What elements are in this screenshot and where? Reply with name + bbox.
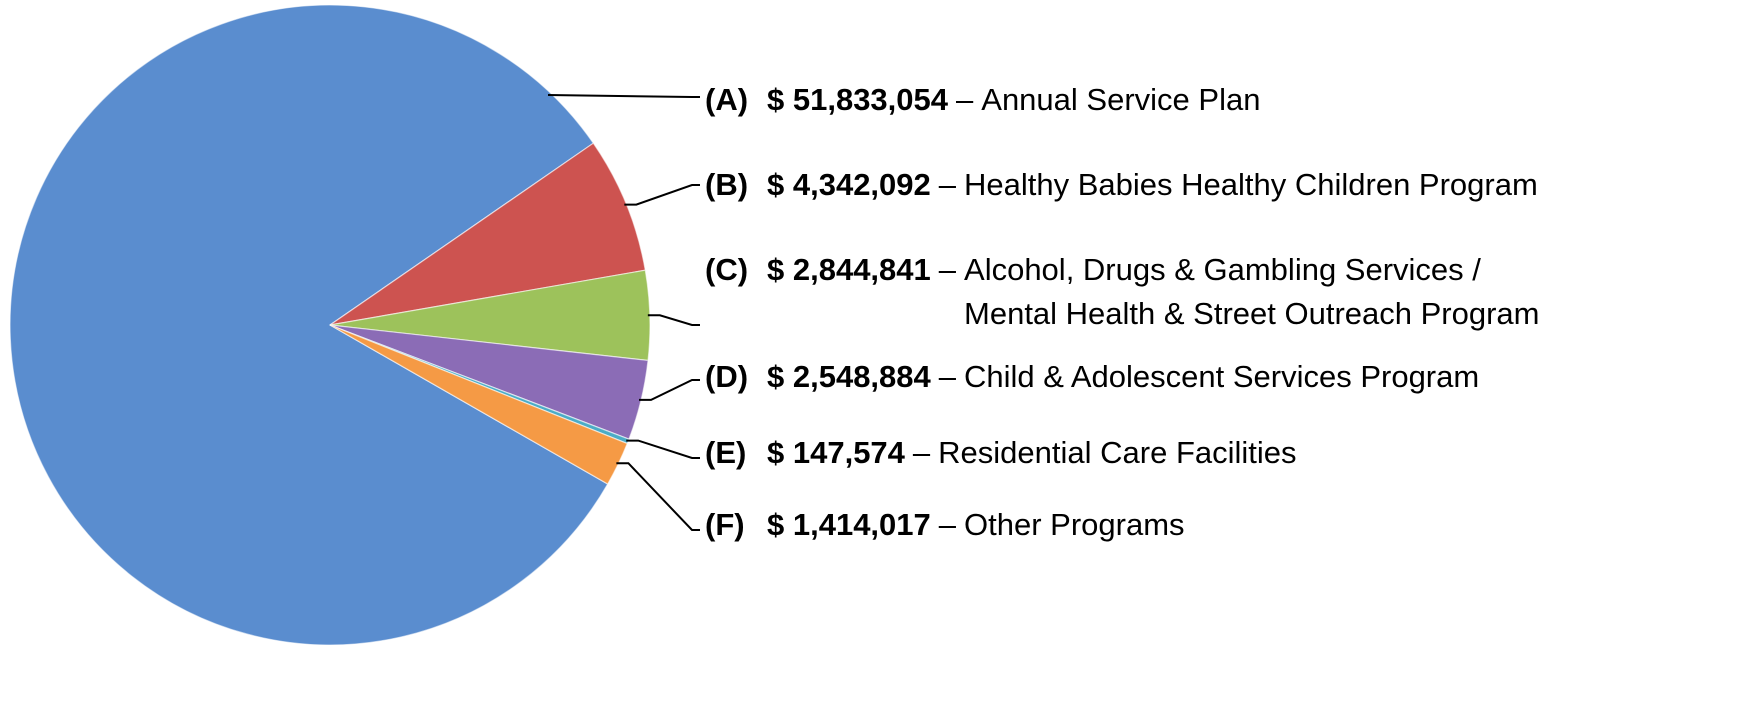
pie — [9, 4, 651, 646]
value-label: $ 51,833,054 — [767, 82, 949, 117]
value-label: $ 2,548,884 — [767, 359, 931, 394]
value-label: $ 147,574 — [767, 435, 905, 470]
label-letter: (A) — [705, 82, 749, 117]
leader-line — [647, 314, 700, 326]
leader-line — [624, 184, 700, 206]
value-label: $ 4,342,092 — [767, 167, 931, 202]
pie-slice — [9, 4, 609, 646]
category-label: Child & Adolescent Services Program — [964, 359, 1480, 394]
value-label: $ 2,844,841 — [767, 252, 931, 287]
leader-line — [639, 379, 700, 401]
label-letter: (B) — [705, 167, 749, 202]
label-separator: – — [938, 507, 957, 542]
label-separator: – — [938, 359, 957, 394]
label-separator: – — [956, 82, 974, 117]
label-separator: – — [938, 167, 957, 202]
leader-line — [626, 439, 700, 459]
label-row: (E) $ 147,574– Residential Care Facilities — [705, 431, 1297, 475]
label-letter: (D) — [705, 359, 749, 394]
label-separator: – — [912, 435, 931, 470]
leader-line — [547, 94, 700, 98]
category-label: Annual Service Plan — [981, 82, 1261, 117]
label-row: (B) $ 4,342,092– Healthy Babies Healthy Ch… — [705, 163, 1538, 207]
label-separator: – — [938, 252, 957, 287]
category-label: Alcohol, Drugs & Gambling Services / Men… — [964, 252, 1540, 331]
label-row: (F) $ 1,414,017– Other Programs — [705, 503, 1185, 547]
value-label: $ 1,414,017 — [767, 507, 931, 542]
label-row: (D) $ 2,548,884– Child & Adolescent Servic… — [705, 355, 1479, 399]
category-label: Healthy Babies Healthy Children Program — [964, 167, 1538, 202]
label-row: (C) $ 2,844,841– Alcohol, Drugs & Gambling… — [705, 248, 1544, 336]
label-row: (A) $ 51,833,054– Annual Service Plan — [705, 78, 1260, 122]
label-letter: (C) — [705, 252, 749, 287]
category-label: Residential Care Facilities — [938, 435, 1297, 470]
category-label: Other Programs — [964, 507, 1185, 542]
label-letter: (E) — [705, 435, 747, 470]
leader-line — [616, 462, 700, 531]
label-letter: (F) — [705, 507, 745, 542]
